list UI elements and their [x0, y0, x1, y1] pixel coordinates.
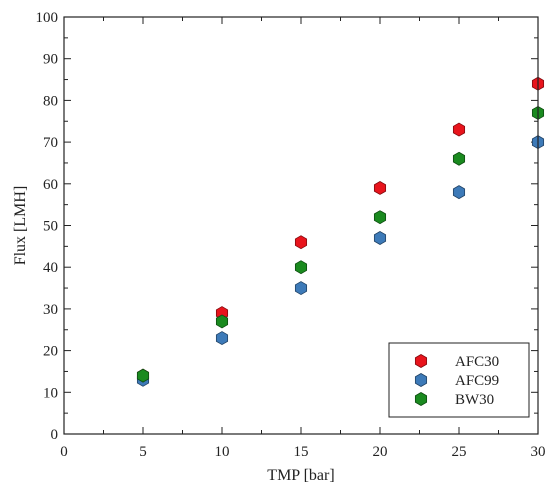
x-tick-label: 5: [139, 444, 147, 460]
plot-frame: [63, 16, 539, 435]
y-tick-label: 70: [43, 135, 58, 151]
y-axis-label: Flux [LMH]: [12, 186, 29, 266]
x-tick-label: 25: [452, 444, 467, 460]
y-tick-label: 80: [43, 93, 58, 109]
legend-box: [388, 342, 530, 418]
legend-entries: AFC30 AFC99 BW30: [414, 354, 499, 408]
y-tick-label: 10: [43, 385, 58, 401]
point-bw30: [215, 314, 229, 329]
point-afc99: [215, 331, 229, 346]
point-afc30: [294, 235, 308, 250]
x-axis-label: TMP [bar]: [267, 467, 334, 484]
x-tick-label: 30: [531, 444, 546, 460]
legend-marker-afc99: [414, 373, 428, 387]
point-bw30: [294, 260, 308, 275]
point-afc30: [373, 181, 387, 195]
y-tick-label: 0: [51, 427, 59, 443]
x-tick-label: 20: [373, 444, 388, 460]
legend-marker-afc30: [414, 354, 428, 368]
points-layer: [136, 76, 545, 387]
legend-label-afc99: AFC99: [455, 373, 499, 389]
legend-label-afc30: AFC30: [455, 354, 499, 370]
y-tick-label: 30: [43, 302, 58, 318]
y-tick-label: 100: [36, 10, 59, 26]
point-afc99: [452, 185, 466, 200]
point-bw30: [452, 151, 466, 166]
legend-label-bw30: BW30: [455, 392, 494, 408]
ticks-layer: 0 5 10 15 20 25 30 0 10 20 30 40 50 60 70 80 90 100: [36, 10, 546, 460]
point-afc99: [373, 231, 387, 245]
x-tick-label: 15: [294, 444, 309, 460]
legend-marker-bw30: [414, 392, 428, 406]
x-tick-label: 10: [215, 444, 230, 460]
point-afc99: [294, 281, 308, 296]
point-bw30: [373, 210, 387, 225]
y-tick-label: 40: [43, 260, 58, 276]
point-bw30: [136, 368, 150, 383]
y-tick-label: 60: [43, 177, 58, 193]
y-tick-label: 20: [43, 344, 58, 360]
y-tick-label: 50: [43, 219, 58, 235]
y-tick-label: 90: [43, 52, 58, 68]
x-tick-label: 0: [60, 444, 68, 460]
legend: AFC30 AFC99 BW30: [388, 342, 530, 418]
point-afc30: [452, 122, 466, 137]
